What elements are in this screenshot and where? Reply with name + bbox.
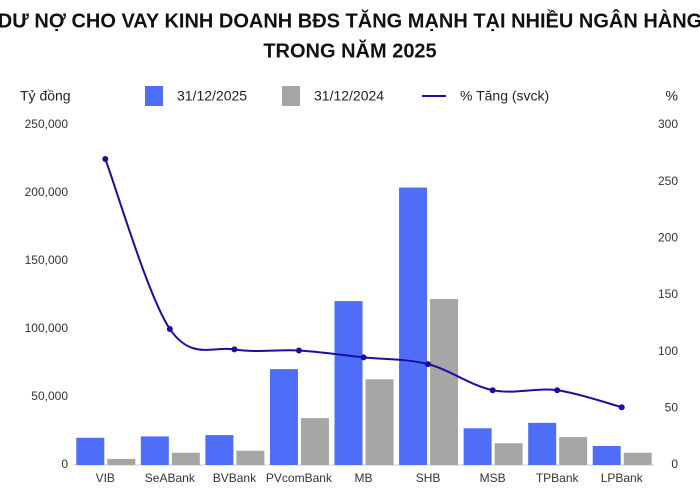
y2-axis-label: % [666,88,678,104]
y-tick-label: 200,000 [25,185,69,199]
x-tick-label: LPBank [601,471,644,485]
y2-tick-label: 300 [658,117,678,131]
x-tick-label: SHB [416,471,441,485]
line-point [295,347,302,354]
bar [205,435,234,465]
y2-tick-label: 200 [658,231,678,245]
y2-tick-label: 250 [658,174,678,188]
line-point [554,387,561,394]
y-tick-label: 150,000 [25,253,69,267]
bar [236,450,265,465]
legend-swatch [282,86,300,106]
bar [399,187,428,465]
x-tick-label: PVcomBank [266,471,333,485]
line-point [425,361,432,368]
y-tick-label: 50,000 [31,389,68,403]
x-tick-label: BVBank [213,471,257,485]
x-tick-label: MB [355,471,373,485]
y2-tick-label: 0 [671,457,678,471]
bar [528,422,557,465]
legend-swatch [145,86,163,106]
chart-title: DƯ NỢ CHO VAY KINH DOANH BĐS TĂNG MẠNH T… [0,8,700,32]
line-point [166,326,173,332]
bar [140,436,169,465]
bar [107,458,136,465]
legend-label: % Tăng (svck) [460,88,549,104]
y-tick-label: 100,000 [25,321,69,335]
line [104,158,622,409]
x-tick-label: MSB [480,471,506,485]
line-point [102,156,109,162]
bar [463,428,492,465]
bar [592,445,621,465]
chart-title: TRONG NĂM 2025 [263,39,436,62]
y-axis-label: Tỷ đồng [20,88,71,104]
line-point [231,346,238,353]
y-tick-label: 0 [61,457,68,471]
x-tick-label: TPBank [536,471,580,485]
bar [171,452,200,465]
bar [365,379,394,465]
x-tick-label: VIB [96,471,115,485]
y-tick-label: 250,000 [25,117,69,131]
line-point [618,404,625,411]
bar [300,418,329,465]
y2-tick-label: 100 [658,344,678,358]
legend-label: 31/12/2025 [177,88,247,104]
bar [559,437,588,465]
bar [76,437,105,465]
bar [494,443,523,465]
bar [623,452,652,465]
legend-label: 31/12/2024 [314,88,384,104]
x-tick-label: SeABank [145,471,196,485]
bar [269,369,298,465]
bar [334,301,363,465]
y2-tick-label: 50 [665,401,679,415]
bar [430,299,459,465]
y2-tick-label: 150 [658,287,678,301]
line-point [489,387,496,394]
line-point [360,354,367,361]
